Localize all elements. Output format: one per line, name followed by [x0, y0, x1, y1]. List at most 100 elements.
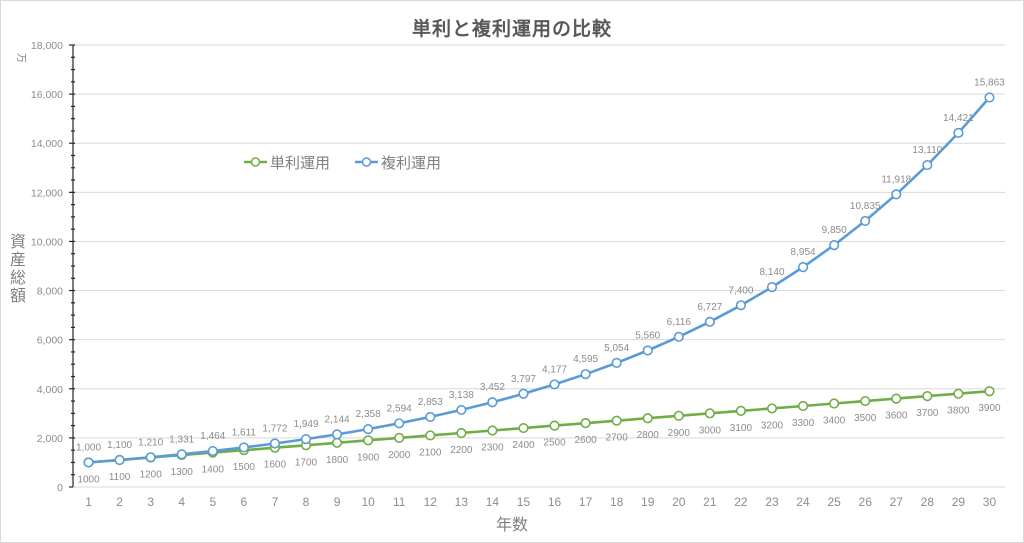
x-tick-label: 9 [334, 495, 341, 509]
data-point-marker[interactable] [518, 388, 529, 399]
data-label: 1,949 [293, 419, 318, 430]
data-point-marker[interactable] [331, 437, 343, 448]
y-axis-title-char: 総 [10, 268, 26, 287]
data-point-marker[interactable] [891, 189, 902, 200]
y-tick-label: 10,000 [31, 236, 63, 248]
data-label: 4,177 [542, 364, 567, 375]
data-point-marker[interactable] [984, 92, 995, 103]
x-tick-label: 25 [827, 495, 841, 509]
series-line-0 [88, 389, 990, 464]
series-lines [83, 92, 995, 468]
y-tick-label: 16,000 [31, 89, 63, 101]
legend-item-compound[interactable]: 複利運用 [355, 154, 441, 172]
data-point-marker[interactable] [642, 345, 653, 356]
data-point-marker[interactable] [797, 400, 809, 412]
x-tick-label: 14 [486, 495, 500, 509]
data-point-marker[interactable] [394, 432, 405, 443]
data-point-marker[interactable] [207, 445, 218, 457]
data-label: 1,000 [76, 442, 101, 453]
gridlines [73, 44, 1005, 439]
x-tick-label: 6 [241, 495, 248, 509]
data-point-marker[interactable] [611, 415, 622, 426]
data-point-marker[interactable] [766, 403, 778, 414]
legend-marker-icon [361, 157, 372, 167]
data-point-marker[interactable] [735, 300, 747, 311]
data-point-marker[interactable] [176, 449, 187, 460]
data-point-marker[interactable] [673, 410, 684, 421]
y-axis: 0 2,000 4,000 6,000 8,000 10,000 12,000 14,000 1… [31, 40, 75, 494]
data-label: 2000 [388, 450, 411, 461]
data-point-marker[interactable] [83, 457, 94, 468]
data-point-marker[interactable] [114, 454, 125, 466]
data-label: 4,595 [573, 354, 598, 365]
data-point-marker[interactable] [860, 215, 871, 227]
data-label: 3100 [730, 423, 753, 434]
data-point-marker[interactable] [673, 331, 684, 342]
data-point-marker[interactable] [394, 418, 405, 429]
data-label: 2,144 [325, 414, 350, 425]
data-point-marker[interactable] [549, 379, 560, 390]
data-label: 3500 [854, 413, 877, 424]
data-label: 2900 [668, 428, 691, 439]
data-point-marker[interactable] [518, 422, 529, 434]
data-label: 2100 [419, 447, 442, 458]
data-point-marker[interactable] [238, 442, 249, 453]
data-point-marker[interactable] [922, 159, 933, 171]
data-point-marker[interactable] [735, 405, 747, 416]
data-point-marker[interactable] [984, 386, 995, 397]
data-label: 8,140 [759, 267, 784, 278]
data-point-marker[interactable] [425, 411, 436, 423]
x-tick-label: 24 [796, 495, 810, 509]
data-point-marker[interactable] [611, 357, 622, 368]
data-label: 3400 [823, 416, 846, 427]
data-label: 10,835 [850, 201, 881, 212]
data-point-marker[interactable] [456, 404, 467, 416]
data-point-marker[interactable] [860, 395, 871, 407]
data-point-marker[interactable] [922, 391, 933, 402]
data-point-marker[interactable] [953, 127, 964, 138]
data-point-marker[interactable] [363, 423, 374, 435]
data-label: 3000 [699, 425, 722, 436]
data-point-marker[interactable] [704, 316, 715, 327]
data-point-marker[interactable] [145, 452, 156, 463]
data-labels: 1000 1100 1200 1300 1400 1500 1600 1700 1800 1900… [76, 77, 1005, 485]
data-label: 1400 [202, 465, 225, 476]
data-label: 3900 [978, 403, 1001, 414]
data-point-marker[interactable] [425, 430, 436, 441]
data-point-marker[interactable] [829, 240, 840, 251]
data-point-marker[interactable] [953, 388, 964, 399]
y-tick-label: 6,000 [37, 335, 63, 347]
y-axis-title-char: 産 [10, 250, 26, 269]
data-point-marker[interactable] [456, 427, 467, 439]
data-point-marker[interactable] [766, 282, 778, 293]
data-point-marker[interactable] [269, 438, 281, 449]
data-point-marker[interactable] [829, 398, 840, 409]
data-point-marker[interactable] [642, 413, 653, 424]
y-tick-label: 14,000 [31, 138, 63, 150]
legend-item-simple[interactable]: 単利運用 [244, 154, 330, 172]
data-point-marker[interactable] [797, 262, 809, 273]
x-tick-label: 27 [890, 495, 904, 509]
data-point-marker[interactable] [580, 369, 591, 380]
data-point-marker[interactable] [580, 418, 591, 429]
data-label: 13,110 [912, 145, 942, 156]
data-point-marker[interactable] [300, 434, 312, 445]
data-label: 11,918 [881, 174, 911, 185]
data-point-marker[interactable] [704, 408, 715, 419]
data-label: 2400 [512, 440, 535, 451]
data-point-marker[interactable] [891, 393, 902, 404]
data-label: 1,611 [232, 427, 257, 438]
data-point-marker[interactable] [487, 425, 498, 436]
x-tick-label: 8 [303, 495, 310, 509]
data-point-marker[interactable] [487, 397, 498, 408]
data-label: 2600 [574, 435, 597, 446]
data-point-marker[interactable] [549, 420, 560, 431]
x-tick-label: 16 [548, 495, 562, 509]
x-tick-label: 11 [393, 495, 406, 509]
data-point-marker[interactable] [331, 429, 343, 440]
x-tick-label: 18 [610, 495, 624, 509]
y-tick-label: 4,000 [37, 384, 63, 396]
data-point-marker[interactable] [363, 435, 374, 446]
y-axis-title-char: 資 [10, 232, 26, 251]
